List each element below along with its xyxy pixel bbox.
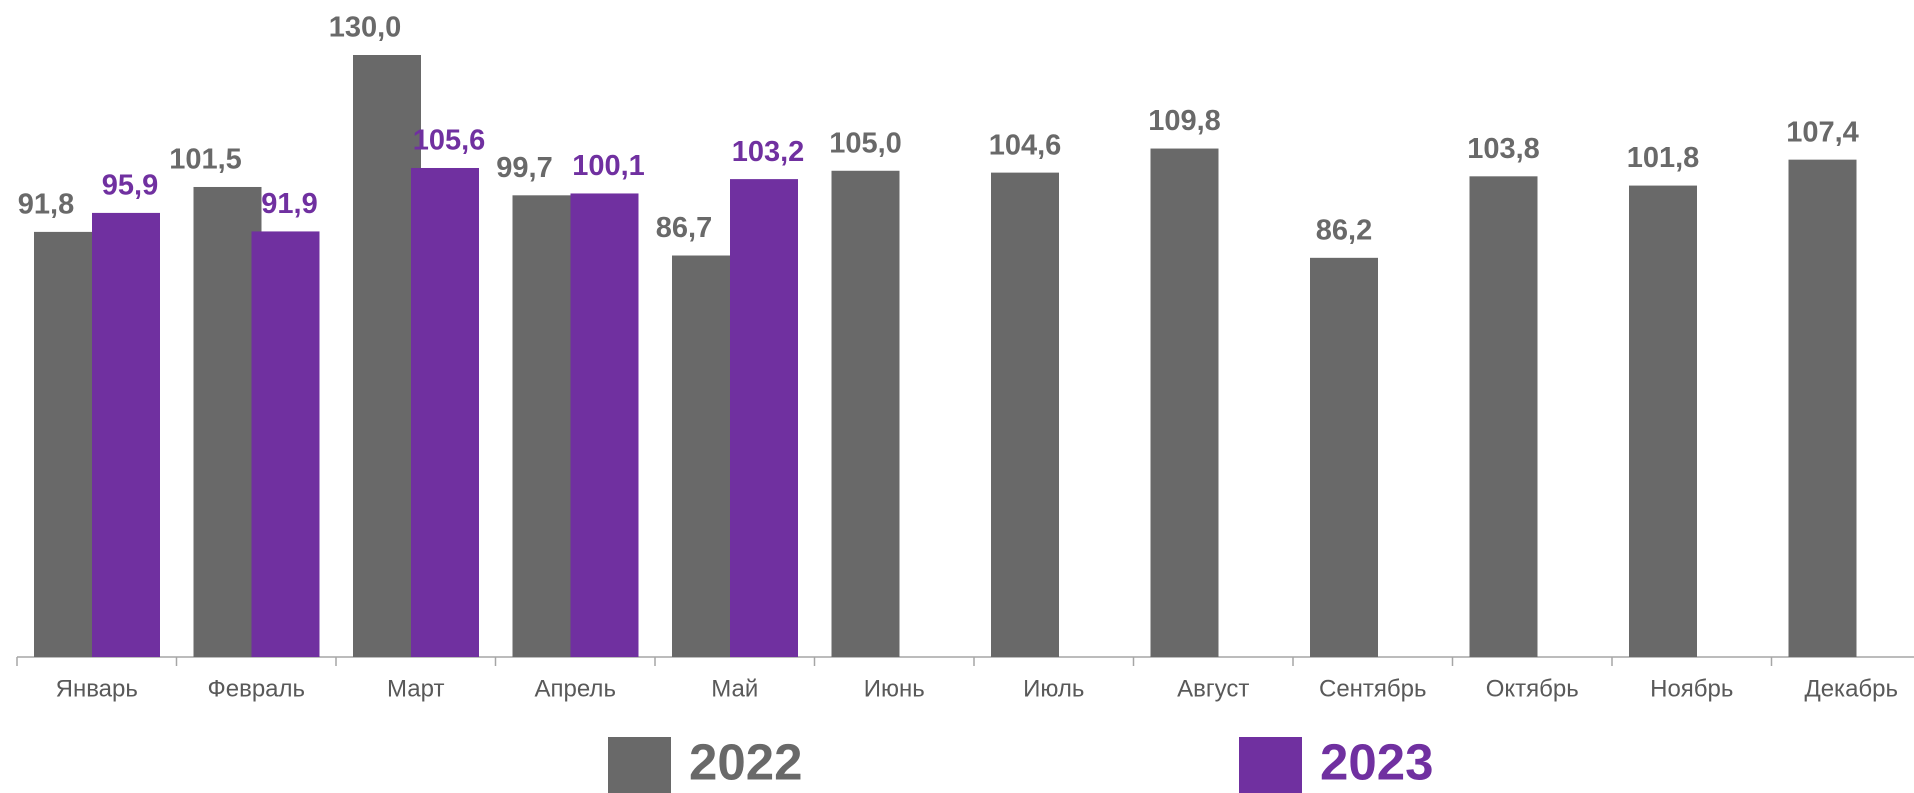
legend-swatch <box>608 737 671 793</box>
legend-label: 2022 <box>689 733 802 790</box>
bar <box>570 193 639 657</box>
value-label: 103,2 <box>732 136 805 168</box>
value-label: 105,6 <box>413 125 486 157</box>
bar <box>92 212 160 657</box>
value-label: 107,4 <box>1786 116 1859 148</box>
value-label: 130,0 <box>329 12 402 44</box>
value-label: 91,9 <box>261 188 317 220</box>
x-tick-label: Март <box>387 675 444 702</box>
x-tick-label: Ноябрь <box>1650 675 1733 702</box>
value-label: 95,9 <box>102 170 158 202</box>
bar <box>831 170 900 657</box>
value-label: 103,8 <box>1467 133 1540 165</box>
x-tick-label: Август <box>1177 675 1249 702</box>
bar <box>251 231 320 657</box>
legend-swatch <box>1239 737 1302 793</box>
bar <box>730 179 798 657</box>
bar <box>672 255 740 657</box>
value-label: 99,7 <box>496 152 552 184</box>
bar <box>411 167 479 657</box>
value-label: 100,1 <box>572 150 645 182</box>
value-label: 109,8 <box>1148 105 1221 137</box>
bar <box>353 55 421 657</box>
x-tick-label: Февраль <box>207 675 305 702</box>
bar <box>1469 176 1538 657</box>
x-tick-label: Апрель <box>535 675 616 702</box>
bar <box>1629 185 1697 657</box>
x-tick-label: Январь <box>56 675 138 702</box>
bar <box>512 195 581 657</box>
legend-label: 2023 <box>1320 733 1433 790</box>
value-label: 105,0 <box>829 127 902 159</box>
x-tick-label: Июль <box>1023 675 1084 702</box>
value-label: 86,7 <box>656 212 712 244</box>
bar <box>1150 148 1219 657</box>
bar <box>34 231 102 657</box>
bar <box>991 172 1059 658</box>
value-label: 104,6 <box>989 129 1062 161</box>
value-label: 86,2 <box>1316 214 1372 246</box>
value-label: 101,8 <box>1627 142 1700 174</box>
x-tick-label: Май <box>711 675 758 702</box>
value-label: 91,8 <box>18 189 74 221</box>
x-tick-label: Сентябрь <box>1319 675 1427 702</box>
bar <box>1788 159 1857 657</box>
x-tick-label: Октябрь <box>1486 675 1579 702</box>
x-tick-label: Декабрь <box>1804 675 1898 702</box>
bar <box>1310 257 1378 657</box>
bar <box>193 186 262 657</box>
x-tick-label: Июнь <box>864 675 925 702</box>
value-label: 101,5 <box>169 144 242 176</box>
